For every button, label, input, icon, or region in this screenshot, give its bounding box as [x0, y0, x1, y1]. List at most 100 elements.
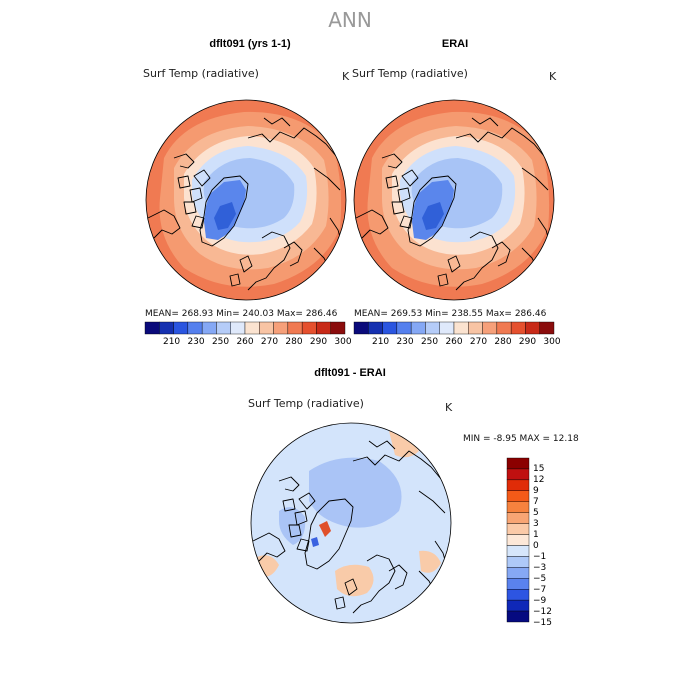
colorbar-swatch — [230, 321, 246, 335]
coastline — [397, 187, 411, 203]
coastline — [344, 578, 358, 596]
colorbar-swatch — [506, 534, 530, 546]
coastline — [283, 241, 303, 267]
polar-map-model — [145, 99, 347, 301]
map-boundary — [353, 99, 555, 301]
panel-title-model: dflt091 (yrs 1-1) — [209, 38, 291, 50]
colorbar-tick-label: 15 — [533, 464, 545, 475]
colorbar-diff — [506, 457, 530, 623]
panel-title-obs: ERAI — [441, 38, 469, 50]
coastline — [471, 117, 499, 127]
colorbar-tick-label: 210 — [371, 337, 390, 347]
map-field — [251, 423, 451, 623]
colorbar-tick-label: 270 — [260, 337, 279, 347]
colorbar-swatch — [506, 479, 530, 492]
colorbar-tick-label: 9 — [533, 486, 539, 497]
colorbar-swatch — [506, 556, 530, 568]
colorbar-tick-label: −7 — [533, 584, 547, 595]
colorbar-swatch — [468, 321, 483, 335]
coastline — [252, 532, 286, 562]
colorbar-tick-label: 250 — [211, 337, 230, 347]
coastline — [491, 241, 511, 267]
coastline — [447, 255, 461, 273]
colorbar-swatch — [506, 567, 530, 579]
variable-label-obs: Surf Temp (radiative) — [352, 67, 468, 80]
colorbar-swatch — [301, 321, 317, 335]
colorbar-tick-label: 300 — [334, 337, 352, 347]
colorbar-swatch — [187, 321, 203, 335]
colorbar-tick-label: 3 — [533, 519, 539, 530]
coastline — [298, 492, 316, 510]
coastline — [399, 215, 413, 229]
colorbar-tick-label: 1 — [533, 530, 539, 541]
coastline — [352, 450, 442, 480]
colorbar-swatch — [159, 321, 174, 335]
coastline — [385, 175, 399, 189]
colorbar-swatch — [273, 321, 289, 335]
unit-label-diff: K — [445, 401, 453, 414]
colorbar-swatch — [506, 490, 530, 502]
colorbar-tick-label: 210 — [162, 337, 181, 347]
colorbar-tick-label: 300 — [543, 337, 561, 347]
coastline — [313, 167, 341, 191]
colorbar-tick-label: −12 — [533, 606, 552, 617]
colorbar-tick-label: 12 — [533, 475, 545, 486]
variable-label-model: Surf Temp (radiative) — [143, 67, 259, 80]
page-title: ANN — [328, 8, 372, 32]
colorbar-swatch — [506, 610, 530, 623]
colorbar-tick-label: −1 — [533, 551, 547, 562]
map-field — [146, 100, 346, 300]
field-diff-pos-asia — [419, 550, 441, 573]
colorbar-swatch — [453, 321, 469, 335]
field-diff-hot-spot — [319, 521, 331, 537]
colorbar-ticks-diff: 15 12 9 7 5 3 1 0 −1 −3 −5 −7 −9 −12 −15 — [533, 458, 573, 628]
coastline — [418, 490, 446, 514]
coastline — [352, 554, 396, 614]
colorbar-tick-label: 5 — [533, 508, 539, 519]
colorbar-swatch — [244, 321, 260, 335]
coastline — [247, 231, 291, 291]
colorbar-swatch — [506, 578, 530, 590]
colorbar-swatch — [510, 321, 526, 335]
field-diff-pos-europe — [335, 564, 374, 597]
coastline — [355, 209, 389, 239]
coastline — [278, 476, 300, 492]
colorbar-tick-label: 280 — [285, 337, 303, 347]
colorbar-swatch — [506, 588, 530, 601]
stats-model: MEAN= 268.93 Min= 240.03 Max= 286.46 — [145, 309, 338, 319]
field-diff-cold-spot — [311, 537, 319, 547]
coastline — [294, 510, 308, 526]
coastline — [247, 127, 337, 157]
coastline — [401, 169, 419, 187]
colorbar-swatch — [506, 599, 530, 612]
polar-map-diff — [250, 422, 452, 624]
coastline — [193, 169, 211, 187]
colorbar-tick-label: 280 — [494, 337, 512, 347]
coastline — [334, 596, 346, 610]
colorbar-swatch — [506, 468, 530, 481]
colorbar-swatch — [496, 321, 512, 335]
colorbar-tick-label: 290 — [518, 337, 537, 347]
colorbar-swatch — [410, 321, 426, 335]
colorbar-swatch — [382, 321, 398, 335]
coastline — [437, 273, 449, 287]
coastline — [239, 255, 253, 273]
coastline — [391, 201, 405, 215]
colorbar-tick-label: 260 — [236, 337, 254, 347]
coastline — [183, 201, 197, 215]
colorbar-tick-label: 0 — [533, 541, 539, 551]
coastline — [282, 498, 296, 512]
map-boundary — [250, 422, 452, 624]
coastline — [263, 117, 291, 127]
colorbar-model — [144, 321, 346, 335]
coastline — [381, 153, 403, 169]
colorbar-swatch — [201, 321, 217, 335]
field-diff-neg-arctic — [309, 457, 402, 528]
coastline — [407, 175, 457, 247]
colorbar-swatch — [353, 321, 369, 335]
colorbar-tick-label: 250 — [420, 337, 439, 347]
coastline — [304, 498, 354, 570]
colorbar-swatch — [506, 545, 530, 557]
colorbar-swatch — [525, 321, 540, 335]
colorbar-ticks-model: 210 230 250 260 270 280 290 300 — [145, 337, 352, 349]
